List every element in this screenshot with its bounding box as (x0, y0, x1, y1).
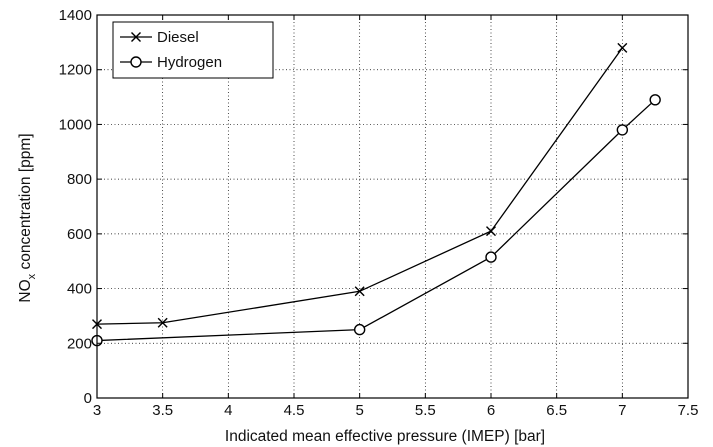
legend-label-hydrogen: Hydrogen (157, 54, 222, 71)
x-tick-label: 3.5 (152, 402, 173, 419)
data-point-diesel (157, 317, 168, 328)
y-tick-label: 1200 (59, 62, 92, 79)
legend-symbol-hydrogen (130, 56, 142, 68)
x-tick-label: 7 (618, 402, 626, 419)
y-tick-labels: 0 200 400 600 800 1000 1200 1400 (59, 7, 92, 407)
legend-marker-diesel (131, 32, 141, 42)
x-tick-label: 4.5 (284, 402, 305, 419)
x-tick-label: 6 (487, 402, 495, 419)
legend-label-diesel: Diesel (157, 29, 199, 46)
y-tick-label: 1400 (59, 7, 92, 24)
y-axis-title: NOx concentration [ppm] (17, 133, 38, 302)
x-tick-label: 4 (224, 402, 232, 419)
data-point-diesel (354, 286, 365, 297)
y-tick-label: 400 (67, 281, 92, 298)
legend-marker-hydrogen (130, 56, 142, 68)
data-point-hydrogen (485, 251, 497, 263)
plot-frame (96, 14, 689, 399)
legend-box (112, 21, 274, 79)
x-tick-label: 5.5 (415, 402, 436, 419)
data-point-diesel (486, 226, 496, 237)
data-point-hydrogen (649, 94, 661, 106)
y-tick-label: 800 (67, 171, 92, 188)
axis-ticks (96, 14, 689, 399)
data-point-hydrogen (353, 323, 366, 336)
x-tick-label: 7.5 (678, 402, 699, 419)
y-tick-label: 200 (67, 335, 92, 352)
series-hydrogen (91, 94, 661, 347)
x-tick-label: 3 (93, 402, 101, 419)
data-point-hydrogen (616, 124, 629, 136)
plot-area (97, 15, 688, 398)
x-tick-label: 5 (355, 402, 363, 419)
y-axis-title-subscript: x (26, 273, 38, 279)
x-axis-title: Indicated mean effective pressure (IMEP)… (225, 428, 545, 445)
y-tick-label: 1000 (59, 116, 92, 133)
x-tick-labels: 3 3.5 4 4.5 5 5.5 6 6.5 7 7.5 (93, 402, 699, 419)
y-tick-label: 0 (84, 390, 92, 407)
legend-symbol-diesel (131, 32, 141, 42)
data-point-diesel (617, 42, 628, 53)
series-layer (91, 42, 661, 347)
x-tick-label: 6.5 (546, 402, 567, 419)
y-tick-label: 600 (67, 226, 92, 243)
legend: Diesel Hydrogen (112, 21, 274, 79)
